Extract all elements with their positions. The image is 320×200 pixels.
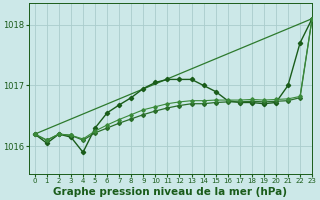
- X-axis label: Graphe pression niveau de la mer (hPa): Graphe pression niveau de la mer (hPa): [53, 187, 287, 197]
